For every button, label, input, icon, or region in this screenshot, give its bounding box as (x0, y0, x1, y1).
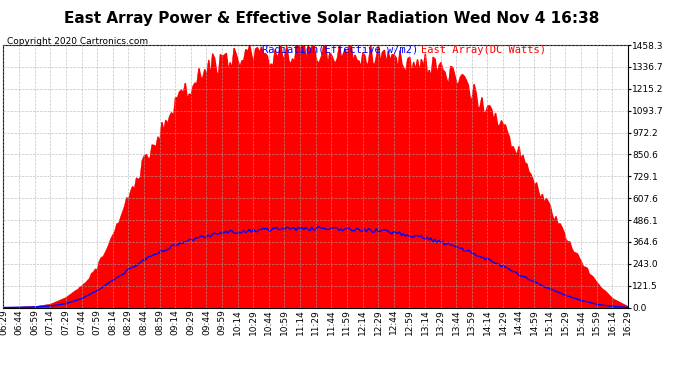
Text: East Array(DC Watts): East Array(DC Watts) (421, 45, 546, 55)
Text: Radiation(Effective w/m2): Radiation(Effective w/m2) (262, 45, 418, 55)
Text: Copyright 2020 Cartronics.com: Copyright 2020 Cartronics.com (7, 38, 148, 46)
Text: East Array Power & Effective Solar Radiation Wed Nov 4 16:38: East Array Power & Effective Solar Radia… (63, 11, 599, 26)
